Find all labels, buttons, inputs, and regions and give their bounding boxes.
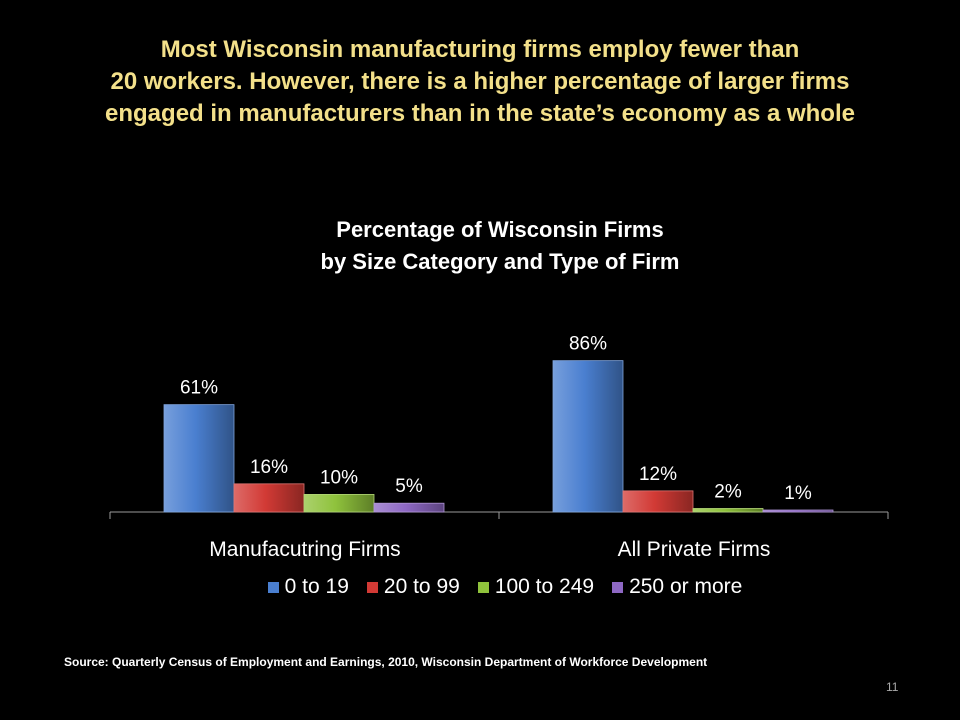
category-label-all-private-firms: All Private Firms xyxy=(618,538,771,561)
slide-title-line-3: engaged in manufacturers than in the sta… xyxy=(105,100,855,127)
legend-label-0-to-19: 0 to 19 xyxy=(284,575,349,598)
bar-all-private-firms-0-to-19 xyxy=(552,360,624,513)
slide-title-line-2: 20 workers. However, there is a higher p… xyxy=(110,68,850,95)
data-label-all-private-firms-20-to-99: 12% xyxy=(639,464,677,485)
legend-item-250-or-more: 250 or more xyxy=(612,575,742,599)
legend-item-100-to-249: 100 to 249 xyxy=(477,575,595,599)
legend-label-20-to-99: 20 to 99 xyxy=(383,575,460,598)
page-number: 11 xyxy=(886,680,899,694)
bar-manufacutring-firms-100-to-249 xyxy=(303,493,375,513)
chart-title-line-1: Percentage of Wisconsin Firms xyxy=(336,217,664,242)
bar-manufacutring-firms-250-or-more xyxy=(373,502,445,513)
legend-item-20-to-99: 20 to 99 xyxy=(366,575,460,599)
chart-title: Percentage of Wisconsin Firms by Size Ca… xyxy=(180,214,820,278)
data-label-manufacutring-firms-100-to-249: 10% xyxy=(320,467,358,488)
data-label-manufacutring-firms-250-or-more: 5% xyxy=(395,476,423,497)
slide-title: Most Wisconsin manufacturing firms emplo… xyxy=(20,34,940,130)
category-label-manufacutring-firms: Manufacutring Firms xyxy=(209,538,400,561)
slide-title-line-1: Most Wisconsin manufacturing firms emplo… xyxy=(160,36,800,63)
chart-title-line-2: by Size Category and Type of Firm xyxy=(320,249,680,274)
chart-legend: 0 to 19 20 to 99 100 to 249 250 or more xyxy=(200,575,810,599)
data-label-all-private-firms-250-or-more: 1% xyxy=(784,483,812,504)
legend-swatch-0-to-19 xyxy=(267,581,279,593)
legend-swatch-20-to-99 xyxy=(366,581,378,593)
bar-all-private-firms-20-to-99 xyxy=(622,490,694,513)
legend-item-0-to-19: 0 to 19 xyxy=(267,575,349,599)
legend-label-100-to-249: 100 to 249 xyxy=(494,575,595,598)
data-label-manufacutring-firms-0-to-19: 61% xyxy=(180,378,218,399)
legend-label-250-or-more: 250 or more xyxy=(629,575,743,598)
legend-swatch-100-to-249 xyxy=(477,581,489,593)
bar-all-private-firms-100-to-249 xyxy=(692,508,764,513)
bar-manufacutring-firms-0-to-19 xyxy=(163,404,235,513)
data-label-all-private-firms-100-to-249: 2% xyxy=(714,481,742,502)
data-label-all-private-firms-0-to-19: 86% xyxy=(569,334,607,355)
bar-manufacutring-firms-20-to-99 xyxy=(233,483,305,513)
source-note: Source: Quarterly Census of Employment a… xyxy=(64,655,708,669)
data-label-manufacutring-firms-20-to-99: 16% xyxy=(250,457,288,478)
legend-swatch-250-or-more xyxy=(612,581,624,593)
bar-all-private-firms-250-or-more xyxy=(762,509,834,513)
